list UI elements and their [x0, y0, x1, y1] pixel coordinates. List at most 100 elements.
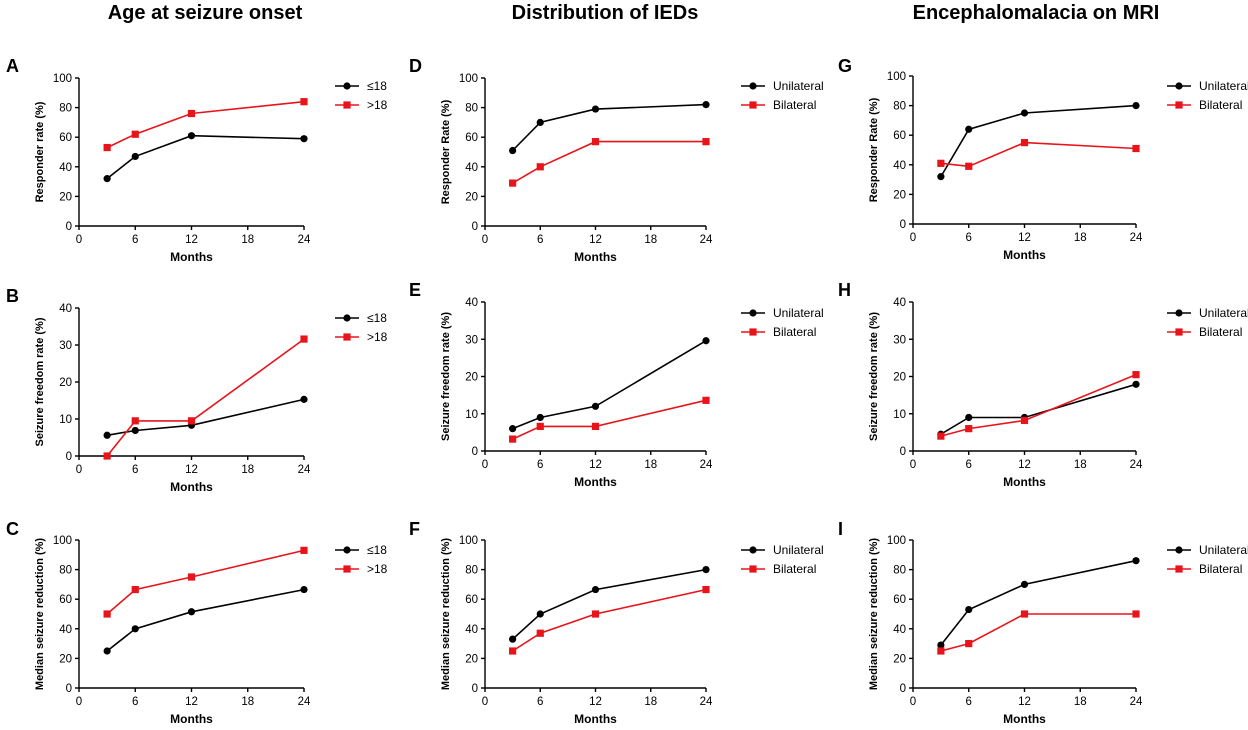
data-point-a-1-3	[300, 98, 308, 106]
chart-panel-a: A 0 20 40 60 80 100 0 6 12 18 24 Months Responder rat…	[6, 56, 388, 264]
legend-marker-g-0	[1175, 82, 1183, 90]
y-tick-label-h: 0	[900, 446, 906, 458]
legend-label-h-0: Unilateral	[1199, 306, 1248, 320]
data-point-f-1-1	[536, 629, 544, 637]
x-tick-label-f: 18	[644, 696, 657, 708]
x-axis-label-f: Months	[574, 712, 617, 726]
data-point-f-1-2	[591, 610, 600, 618]
legend-marker-d-0	[749, 82, 757, 90]
data-point-d-0-0	[509, 146, 517, 155]
y-tick-label-g: 0	[900, 219, 906, 231]
data-point-h-1-0	[937, 432, 945, 440]
data-point-b-0-1	[131, 426, 139, 435]
y-tick-label-e: 10	[465, 409, 478, 421]
data-point-a-0-0	[103, 175, 111, 183]
series-line-a-1	[106, 100, 305, 149]
data-point-e-0-3	[702, 337, 710, 345]
x-axis-label-i: Months	[1003, 712, 1046, 726]
data-point-c-1-1	[131, 585, 139, 594]
data-point-d-0-3	[702, 101, 710, 109]
x-tick-label-d: 0	[482, 234, 488, 246]
data-point-i-0-2	[1020, 580, 1029, 589]
x-tick-label-a: 24	[298, 234, 311, 246]
legend-marker-b-0	[343, 314, 351, 322]
x-tick-label-b: 12	[185, 464, 198, 476]
data-point-c-1-3	[300, 546, 308, 554]
column-title-encephalomalacia-on-mri: Encephalomalacia on MRI	[913, 2, 1160, 24]
x-tick-label-g: 6	[966, 232, 972, 244]
panel-letter-c: C	[6, 519, 19, 539]
panel-letter-i: I	[838, 519, 843, 539]
data-point-e-1-0	[509, 435, 517, 443]
x-tick-label-a: 0	[76, 234, 82, 246]
data-point-c-1-0	[103, 610, 111, 618]
x-axis-label-c: Months	[170, 712, 213, 726]
series-line-e-0	[512, 340, 707, 430]
legend-label-a-0: ≤18	[367, 79, 387, 93]
data-point-a-0-2	[187, 132, 196, 140]
legend-label-c-1: >18	[367, 562, 388, 576]
y-tick-label-c: 60	[59, 594, 72, 606]
series-line-g-0	[940, 104, 1137, 178]
legend-marker-a-0	[343, 82, 351, 90]
legend-marker-e-1	[749, 328, 757, 336]
y-tick-label-d: 80	[465, 103, 478, 115]
data-point-f-0-2	[591, 585, 600, 594]
data-point-e-0-2	[591, 402, 600, 410]
x-tick-label-b: 18	[241, 464, 254, 476]
y-tick-label-b: 40	[59, 303, 72, 315]
data-point-d-1-2	[591, 138, 600, 146]
data-point-a-0-3	[300, 135, 308, 143]
data-point-h-0-1	[965, 413, 973, 422]
data-point-f-0-3	[702, 566, 710, 574]
data-point-d-0-1	[536, 118, 544, 126]
y-axis-label-a: Responder rate (%)	[34, 101, 46, 202]
panel-letter-a: A	[6, 56, 19, 76]
legend-marker-c-1	[343, 565, 351, 573]
data-point-i-0-0	[937, 641, 945, 649]
data-point-h-1-2	[1020, 416, 1029, 425]
y-tick-label-i: 40	[893, 624, 906, 636]
x-tick-label-d: 6	[537, 234, 543, 246]
legend-label-h-1: Bilateral	[1199, 325, 1242, 339]
chart-panel-h: H 0 10 20 30 40 0 6 12 18 24 Months Seizure freedom …	[838, 280, 1248, 489]
x-tick-label-g: 12	[1018, 232, 1031, 244]
y-tick-label-e: 0	[472, 446, 478, 458]
x-tick-label-f: 0	[482, 696, 488, 708]
y-axis-label-e: Seizure freedom rate (%)	[440, 312, 452, 441]
data-point-f-0-0	[509, 635, 517, 643]
data-point-d-1-0	[509, 179, 517, 187]
legend-label-g-1: Bilateral	[1199, 98, 1242, 112]
x-tick-label-c: 6	[132, 696, 138, 708]
y-tick-label-h: 40	[893, 297, 906, 309]
data-point-i-1-2	[1020, 610, 1029, 618]
data-point-e-0-0	[509, 425, 517, 433]
y-tick-label-i: 100	[887, 535, 906, 547]
data-point-d-0-2	[591, 105, 600, 113]
legend-marker-d-1	[749, 101, 757, 109]
data-point-e-0-1	[536, 413, 544, 422]
data-point-c-0-3	[300, 585, 308, 594]
panel-letter-h: H	[838, 280, 851, 300]
data-point-g-0-0	[937, 173, 945, 181]
data-point-b-1-3	[300, 335, 308, 343]
x-tick-label-h: 12	[1018, 459, 1031, 471]
y-tick-label-g: 80	[893, 101, 906, 113]
x-tick-label-c: 12	[185, 696, 198, 708]
x-tick-label-g: 24	[1130, 232, 1143, 244]
y-tick-label-a: 80	[59, 103, 72, 115]
legend-marker-a-1	[343, 101, 351, 109]
x-axis-label-d: Months	[574, 250, 617, 264]
x-tick-label-e: 0	[482, 459, 488, 471]
x-tick-label-d: 18	[644, 234, 657, 246]
legend-label-f-0: Unilateral	[773, 543, 824, 557]
data-point-d-1-3	[702, 138, 710, 146]
legend-marker-h-0	[1175, 309, 1183, 317]
data-point-d-1-1	[536, 163, 544, 171]
x-axis-label-g: Months	[1003, 248, 1046, 262]
y-axis-label-b: Seizure freedom rate (%)	[34, 317, 46, 446]
legend-label-f-1: Bilateral	[773, 562, 816, 576]
y-tick-label-h: 30	[893, 334, 906, 346]
x-tick-label-h: 0	[910, 459, 916, 471]
